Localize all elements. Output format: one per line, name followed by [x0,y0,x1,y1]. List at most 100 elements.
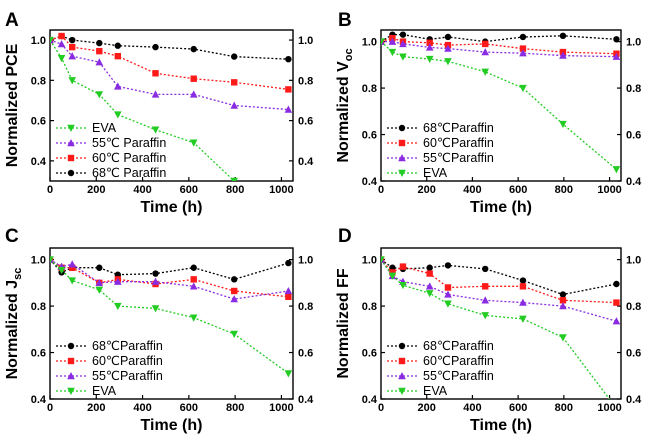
legend-marker [67,357,75,365]
panel-letter: B [338,10,352,31]
point-55cparaffin [612,317,621,325]
x-tick-label: 600 [509,402,527,414]
legend-entry: EVA [423,384,448,398]
x-axis-label: Time (h) [141,417,203,434]
series-line-eva [381,41,617,170]
legend-marker [67,124,75,132]
plot-frame [380,247,622,400]
point-55cparaffin [481,296,490,304]
point-eva [230,330,239,338]
legend-marker [398,139,406,147]
point-55c-paraffin [68,52,77,60]
y-tick-label-right: 0.8 [298,75,313,87]
series-line-60cparaffin [50,259,289,298]
series-group [381,31,621,174]
legend-marker [398,387,406,395]
x-tick-label: 400 [133,402,151,414]
point-eva [425,290,434,298]
point-68cparaffin [519,33,527,41]
series-group [50,32,293,181]
point-68c-paraffin [114,42,122,49]
legend-marker [67,139,75,147]
x-tick-label: 1000 [269,402,293,414]
point-60c-paraffin [152,70,159,77]
y-axis-label: Normalized PCE [4,43,21,167]
point-55cparaffin [399,39,407,48]
x-tick-label: 200 [418,184,436,196]
series-line-eva [50,259,289,374]
y-axis-label: Normalized FF [335,268,352,378]
point-55cparaffin [388,37,397,45]
plot-frame [380,29,622,182]
x-tick-label: 0 [47,184,53,196]
point-60c-paraffin [96,47,103,55]
point-55cparaffin [230,295,239,303]
y-tick-label-left: 0.4 [362,394,378,406]
y-tick-label-right: 0.4 [626,394,642,406]
point-68cparaffin [426,264,433,271]
point-eva [381,38,385,46]
panel-c: 0 200 400 600 800 1000 0.4 0.4 0.6 0.6 0.8 0.8 1.0 1.… [4,226,314,434]
x-tick-label: 1000 [269,184,293,196]
point-eva [399,53,407,61]
legend-marker [67,154,75,162]
point-eva [519,315,527,323]
point-eva [151,305,160,313]
point-55c-paraffin [95,58,104,66]
y-tick-label-left: 0.6 [362,130,377,142]
point-eva [388,272,397,280]
panel-letter: C [5,226,19,247]
legend-entry: 55℃Paraffin [423,369,494,383]
y-tick-label-right: 0.8 [626,83,641,95]
series-group [50,255,293,378]
point-60c-paraffin [190,75,197,82]
y-axis-label-main: Normalized V [335,61,352,163]
legend-entry: 55℃Paraffin [423,151,494,165]
x-tick-label: 600 [180,402,198,414]
point-eva [95,286,104,294]
legend-entry: EVA [423,166,448,180]
y-axis-label-main: Normalized J [4,280,21,380]
point-eva [50,36,54,45]
point-eva [444,300,452,308]
point-eva [284,370,293,378]
y-tick-label-right: 0.6 [298,116,313,128]
x-tick-label: 600 [509,184,527,196]
series-line-55cparaffin [50,259,289,300]
point-55cparaffin [519,298,527,306]
point-eva [95,91,104,99]
point-60cparaffin [231,287,238,295]
x-tick-label: 200 [418,402,436,414]
point-eva [519,84,527,93]
point-eva [50,256,54,264]
point-55c-paraffin [57,40,66,48]
panel-letter: A [5,10,19,31]
point-eva [57,266,66,275]
point-55c-paraffin [284,105,293,113]
legend-marker [398,372,406,380]
point-eva [399,281,407,290]
point-eva [68,277,77,285]
point-55c-paraffin [230,101,239,109]
point-60c-paraffin [231,79,238,86]
point-eva [114,302,122,311]
point-68cparaffin [444,262,452,269]
y-tick-label-left: 0.8 [31,75,46,87]
legend-entry: 55℃Paraffin [92,369,163,383]
x-axis-label: Time (h) [141,199,203,216]
point-60cparaffin [519,45,527,52]
point-eva [444,58,452,66]
point-68cparaffin [613,280,620,288]
point-55cparaffin [189,282,198,290]
point-eva [68,77,77,85]
point-68cparaffin [519,277,527,284]
series-line-55cparaffin [381,40,617,58]
y-tick-label-left: 0.8 [31,301,46,313]
point-55cparaffin [559,51,567,59]
x-axis-label: Time (h) [470,199,532,216]
point-68cparaffin [285,259,292,267]
